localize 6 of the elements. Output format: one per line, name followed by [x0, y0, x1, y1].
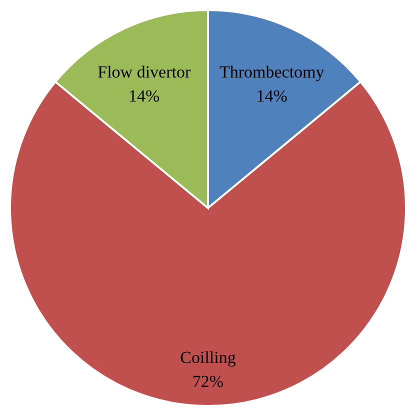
data-label: 14% [256, 86, 288, 106]
slice-label: Coilling [180, 348, 236, 367]
data-label: 14% [128, 86, 160, 106]
slice-label: Flow divertor [98, 62, 191, 82]
slice-label: Thrombectomy [219, 62, 325, 82]
data-label: 72% [192, 372, 224, 391]
